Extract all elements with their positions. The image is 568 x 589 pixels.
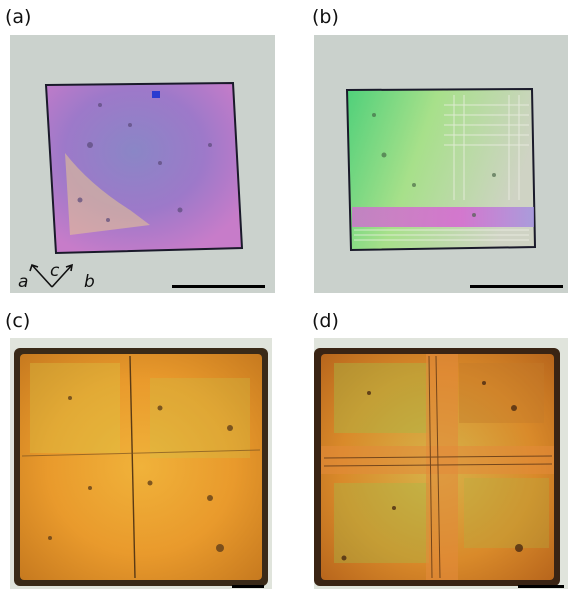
micrograph-panel-b: [314, 35, 568, 293]
panel-label-d: (d): [312, 310, 339, 332]
scale-bar-b: [470, 285, 563, 288]
scale-bar-a: [172, 285, 265, 288]
axis-label-a: a: [18, 272, 28, 292]
scale-bar-d: [518, 585, 564, 588]
panel-label-a: (a): [5, 6, 32, 28]
axis-label-c: c: [50, 261, 60, 281]
micrograph-panel-a: a c b: [10, 35, 275, 293]
panel-label-c: (c): [5, 310, 31, 332]
scale-bar-c: [232, 585, 264, 588]
micrograph-panel-d: [314, 338, 568, 589]
micrograph-panel-c: [10, 338, 272, 589]
axis-label-b: b: [84, 272, 95, 292]
panel-label-b: (b): [312, 6, 339, 28]
